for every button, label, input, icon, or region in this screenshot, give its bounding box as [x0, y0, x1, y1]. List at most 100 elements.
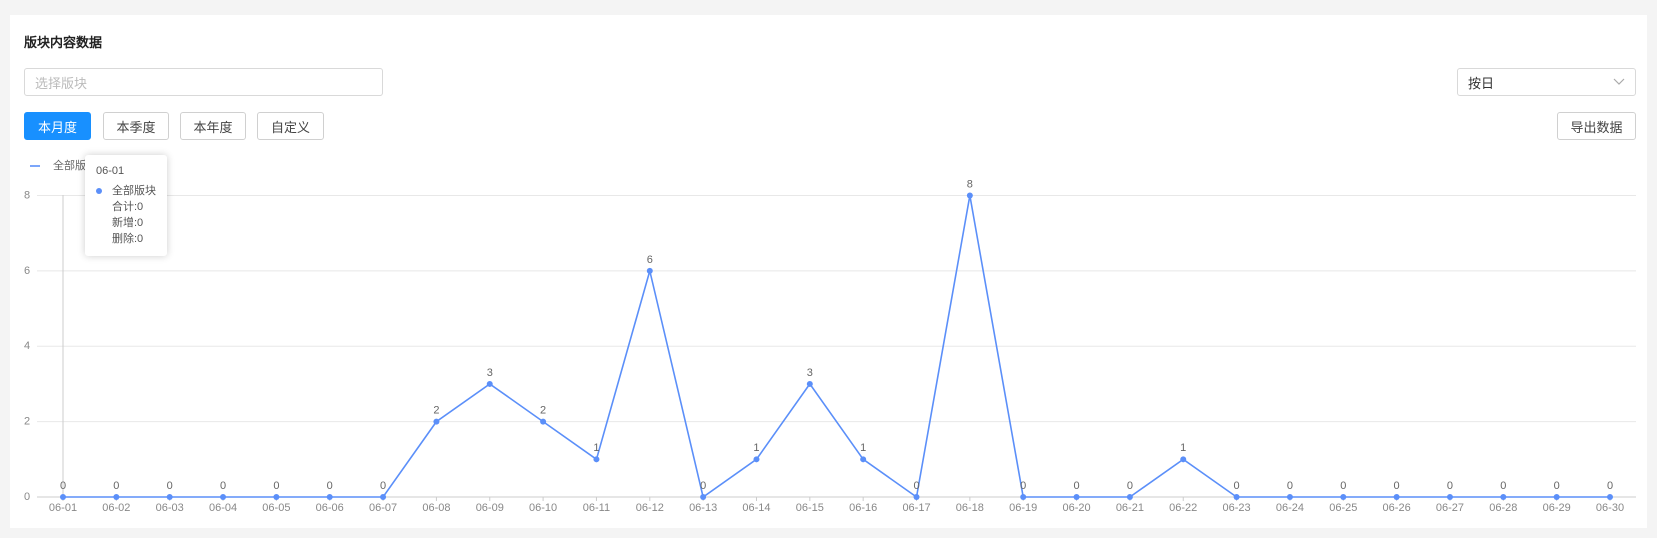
- point: [1393, 494, 1400, 500]
- data-label: 2: [433, 405, 439, 417]
- data-label: 0: [1554, 480, 1560, 492]
- data-label: 0: [1394, 480, 1400, 492]
- x-tick-label: 06-25: [1329, 502, 1357, 514]
- x-tick-label: 06-06: [316, 502, 344, 514]
- tooltip: 06-01 全部版块 合计:0 新增:0 删除:0: [85, 155, 167, 256]
- point: [486, 380, 493, 387]
- x-tick-label: 06-13: [689, 502, 717, 514]
- y-tick-label: 0: [24, 491, 30, 503]
- data-label: 6: [647, 254, 653, 266]
- tooltip-title: 06-01: [96, 165, 125, 177]
- data-label: 1: [1180, 442, 1186, 454]
- y-tick-label: 4: [24, 340, 30, 352]
- data-label: 0: [1340, 480, 1346, 492]
- point: [1500, 494, 1507, 500]
- data-label: 0: [113, 480, 119, 492]
- data-label: 8: [967, 178, 973, 190]
- x-tick-label: 06-09: [476, 502, 504, 514]
- point: [700, 494, 707, 500]
- x-tick-label: 06-27: [1436, 502, 1464, 514]
- point: [1446, 494, 1453, 500]
- data-label: 0: [220, 480, 226, 492]
- point: [166, 494, 173, 500]
- data-label: 0: [1447, 480, 1453, 492]
- point: [60, 494, 66, 500]
- section-title: 版块内容数据: [24, 35, 103, 50]
- point: [1553, 494, 1560, 500]
- data-label: 0: [913, 480, 919, 492]
- data-label: 0: [1020, 480, 1026, 492]
- x-tick-label: 06-17: [902, 502, 930, 514]
- x-tick-label: 06-30: [1596, 502, 1624, 514]
- y-tick-label: 2: [24, 416, 30, 428]
- data-label: 0: [1073, 480, 1079, 492]
- data-label: 0: [700, 480, 706, 492]
- board-select[interactable]: 选择版块: [24, 68, 383, 96]
- y-tick-label: 8: [24, 189, 30, 201]
- period-button[interactable]: 本月度: [24, 112, 91, 140]
- tooltip-dot: [96, 188, 102, 194]
- x-tick-label: 06-20: [1062, 502, 1090, 514]
- point: [860, 456, 867, 463]
- x-tick-label: 06-07: [369, 502, 397, 514]
- tooltip-item: 删除:0: [112, 233, 144, 245]
- x-tick-label: 06-04: [209, 502, 237, 514]
- point: [380, 494, 387, 500]
- point: [1020, 494, 1027, 500]
- x-tick-label: 06-05: [262, 502, 290, 514]
- x-tick-label: 06-23: [1223, 502, 1251, 514]
- data-label: 0: [1127, 480, 1133, 492]
- x-tick-label: 06-26: [1383, 502, 1411, 514]
- x-tick-label: 06-16: [849, 502, 877, 514]
- y-tick-label: 6: [24, 265, 30, 277]
- data-label: 0: [60, 480, 66, 492]
- data-label: 0: [1287, 480, 1293, 492]
- granularity-value: 按日: [1468, 75, 1495, 91]
- x-tick-label: 06-12: [636, 502, 664, 514]
- period-button[interactable]: 本年度: [180, 112, 246, 140]
- point: [646, 267, 653, 274]
- point: [273, 494, 280, 500]
- tooltip-series: 全部版块: [96, 183, 167, 199]
- point: [433, 418, 440, 425]
- point: [753, 456, 760, 463]
- point: [540, 418, 547, 425]
- point: [593, 456, 600, 463]
- period-button[interactable]: 本季度: [103, 112, 169, 140]
- x-tick-label: 06-21: [1116, 502, 1144, 514]
- point: [1233, 494, 1240, 500]
- data-label: 0: [1607, 480, 1613, 492]
- period-button[interactable]: 自定义: [257, 112, 324, 140]
- data-label: 0: [380, 480, 386, 492]
- point: [1180, 456, 1187, 463]
- card: [10, 15, 1647, 528]
- point: [1607, 494, 1613, 500]
- x-tick-label: 06-29: [1543, 502, 1571, 514]
- point: [1126, 494, 1133, 500]
- point: [806, 380, 813, 387]
- point: [326, 494, 333, 500]
- point: [220, 494, 227, 500]
- x-tick-label: 06-03: [156, 502, 184, 514]
- data-label: 0: [327, 480, 333, 492]
- granularity-select[interactable]: 按日: [1457, 68, 1636, 96]
- x-tick-label: 06-19: [1009, 502, 1037, 514]
- point: [966, 192, 973, 199]
- x-tick-label: 06-10: [529, 502, 557, 514]
- data-label: 1: [593, 442, 599, 454]
- point: [113, 494, 120, 500]
- x-tick-label: 06-24: [1276, 502, 1304, 514]
- data-label: 0: [167, 480, 173, 492]
- point: [1340, 494, 1347, 500]
- x-tick-label: 06-01: [49, 502, 77, 514]
- data-label: 0: [1234, 480, 1240, 492]
- series-line: [63, 195, 1610, 499]
- export-button[interactable]: 导出数据: [1557, 112, 1636, 140]
- data-label: 0: [1500, 480, 1506, 492]
- x-tick-label: 06-28: [1489, 502, 1517, 514]
- point: [913, 494, 920, 500]
- data-label: 2: [540, 405, 546, 417]
- data-label: 3: [487, 367, 493, 379]
